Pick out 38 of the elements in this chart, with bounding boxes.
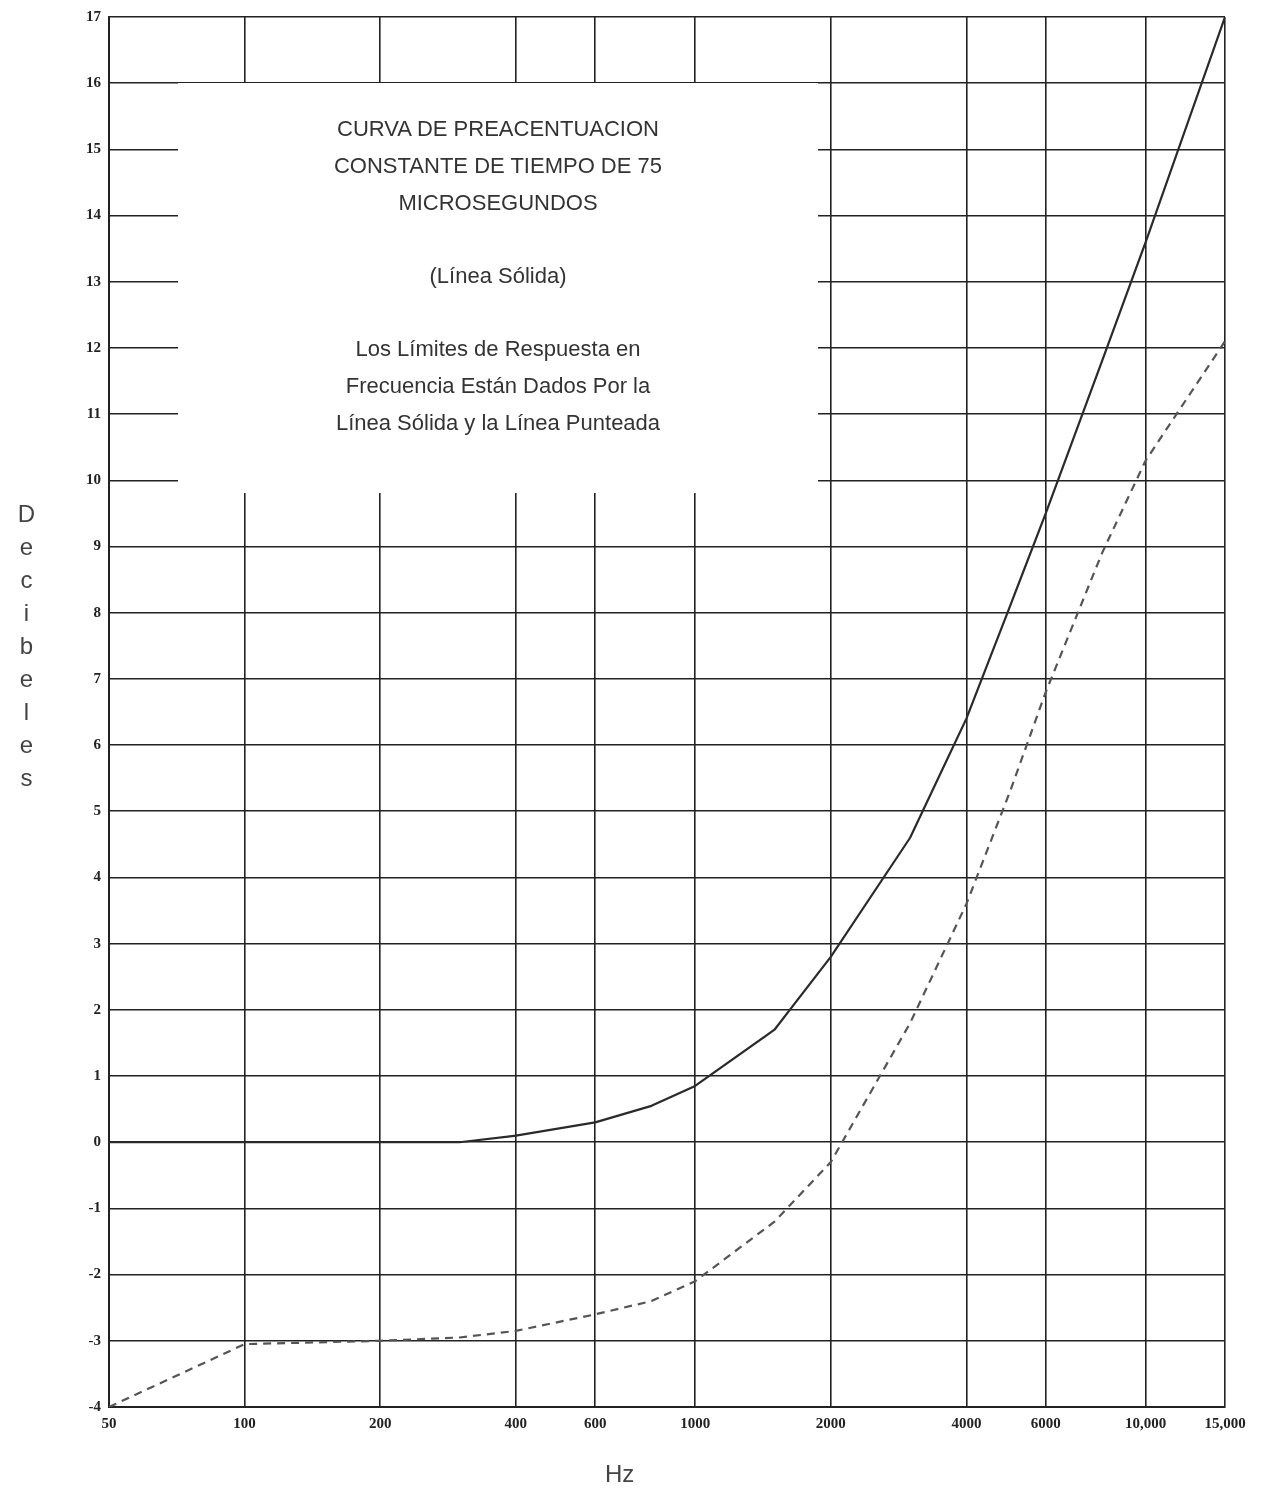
x-tick-label: 2000	[815, 1414, 846, 1431]
y-tick-label: 4	[93, 868, 102, 885]
x-tick-label: 50	[101, 1414, 117, 1431]
x-axis-title: Hz	[605, 1460, 635, 1488]
y-tick-label: 11	[86, 405, 101, 422]
x-tick-label: 15,000	[1204, 1414, 1246, 1431]
y-tick-label: 13	[86, 272, 101, 289]
text: CURVA DE PREACENTUACION CONSTANTE DE TIEMPO DE 75 MICROSEGUNDOS	[333, 115, 663, 217]
y-tick-label: 16	[86, 74, 102, 91]
x-tick-label: 4000	[951, 1414, 982, 1431]
y-tick-label: -1	[88, 1199, 101, 1216]
x-tick-label: 600	[583, 1414, 607, 1431]
y-tick-label: 17	[86, 7, 102, 24]
x-tick-label: 200	[368, 1414, 392, 1431]
y-tick-label: 10	[86, 471, 101, 488]
y-tick-label: -2	[88, 1265, 101, 1282]
y-tick-label: 5	[93, 802, 101, 819]
x-tick-label: 10,000	[1125, 1414, 1167, 1431]
y-tick-label: 12	[86, 338, 101, 355]
y-tick-label: 2	[93, 1000, 101, 1017]
text: (Línea Sólida)	[428, 262, 568, 290]
x-tick-label: 400	[504, 1414, 528, 1431]
y-tick-label: 8	[93, 603, 101, 620]
y-axis-title: Decibeles	[12, 500, 40, 797]
y-tick-label: 9	[93, 537, 101, 554]
y-tick-label: -3	[88, 1331, 101, 1348]
y-tick-label: 3	[93, 934, 101, 951]
y-tick-label: 7	[93, 669, 102, 686]
y-tick-label: 1	[93, 1066, 101, 1083]
x-tick-label: 100	[233, 1414, 256, 1431]
y-tick-label: 15	[86, 140, 101, 157]
annotation: Los Límites de Respuesta en Frecuencia Están Dados Por la Línea Sólida y la Línea Punteada	[334, 335, 662, 437]
y-tick-label: 6	[93, 735, 102, 752]
y-tick-label: -4	[88, 1397, 102, 1414]
y-tick-label: 0	[93, 1133, 101, 1150]
x-tick-label: 1000	[680, 1414, 711, 1431]
y-tick-label: 14	[86, 206, 102, 223]
x-tick-label: 6000	[1030, 1414, 1061, 1431]
